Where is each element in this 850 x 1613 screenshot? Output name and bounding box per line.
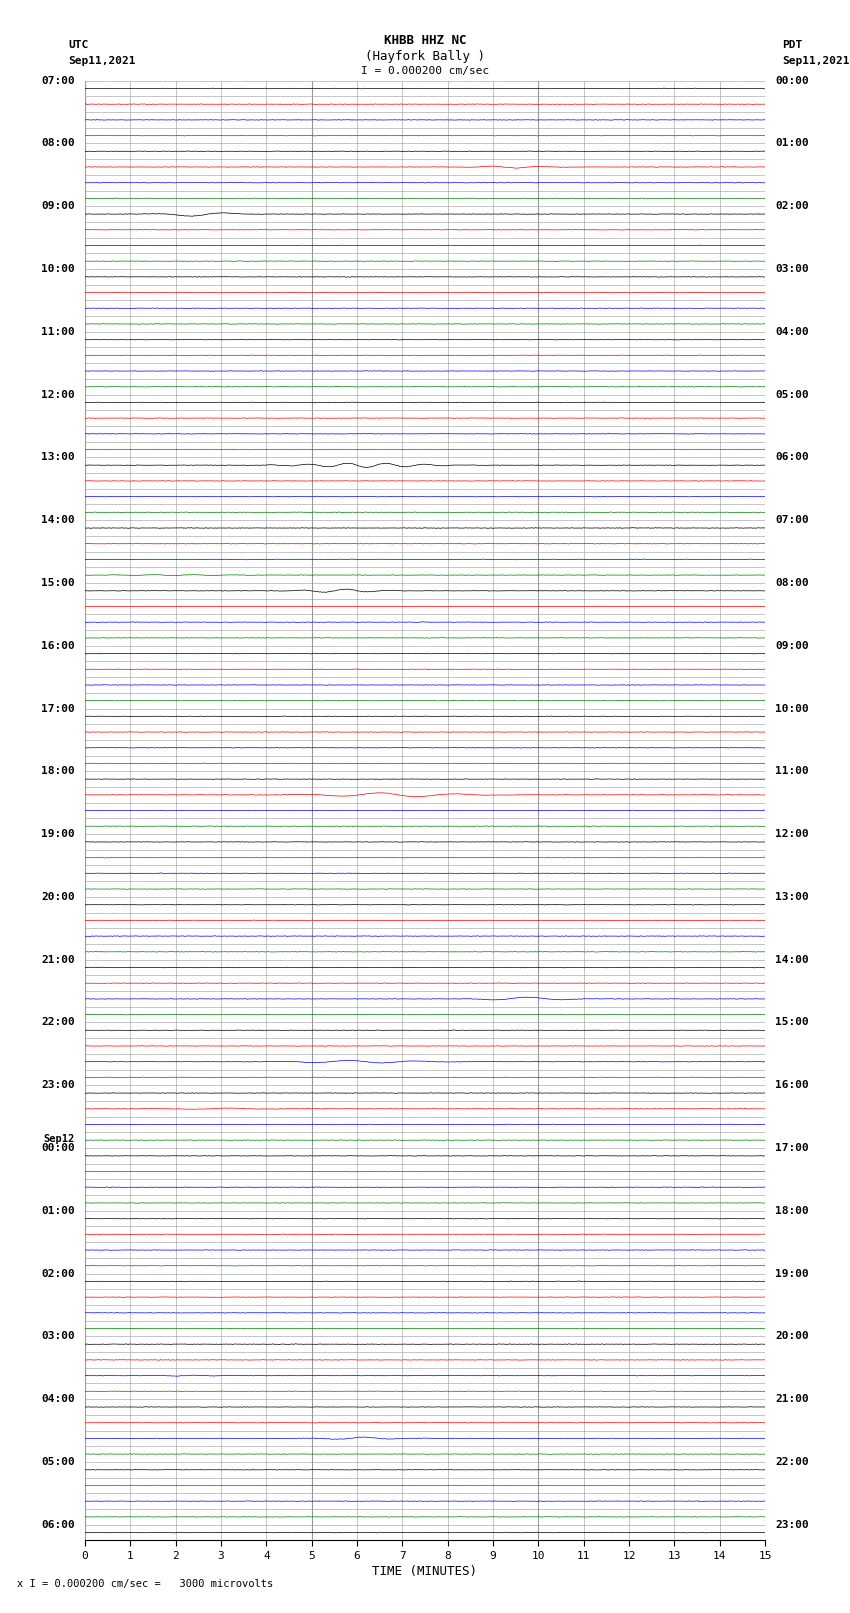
Text: 16:00: 16:00: [41, 640, 75, 650]
Text: 05:00: 05:00: [41, 1457, 75, 1466]
X-axis label: TIME (MINUTES): TIME (MINUTES): [372, 1565, 478, 1578]
Text: 14:00: 14:00: [41, 515, 75, 526]
Text: PDT: PDT: [782, 40, 802, 50]
Text: 10:00: 10:00: [775, 703, 809, 713]
Text: 22:00: 22:00: [775, 1457, 809, 1466]
Text: 00:00: 00:00: [775, 76, 809, 85]
Text: 07:00: 07:00: [775, 515, 809, 526]
Text: 13:00: 13:00: [41, 452, 75, 463]
Text: 08:00: 08:00: [41, 139, 75, 148]
Text: UTC: UTC: [68, 40, 88, 50]
Text: Sep11,2021: Sep11,2021: [782, 56, 849, 66]
Text: 12:00: 12:00: [775, 829, 809, 839]
Text: 09:00: 09:00: [41, 202, 75, 211]
Text: 15:00: 15:00: [41, 577, 75, 587]
Text: 00:00: 00:00: [41, 1144, 75, 1153]
Text: 23:00: 23:00: [41, 1081, 75, 1090]
Text: 18:00: 18:00: [41, 766, 75, 776]
Text: Sep11,2021: Sep11,2021: [68, 56, 135, 66]
Text: 17:00: 17:00: [41, 703, 75, 713]
Text: 21:00: 21:00: [41, 955, 75, 965]
Text: 12:00: 12:00: [41, 390, 75, 400]
Text: 09:00: 09:00: [775, 640, 809, 650]
Text: 16:00: 16:00: [775, 1081, 809, 1090]
Text: 01:00: 01:00: [775, 139, 809, 148]
Text: 20:00: 20:00: [775, 1331, 809, 1342]
Text: 04:00: 04:00: [775, 327, 809, 337]
Text: 21:00: 21:00: [775, 1394, 809, 1405]
Text: 08:00: 08:00: [775, 577, 809, 587]
Text: 20:00: 20:00: [41, 892, 75, 902]
Text: 15:00: 15:00: [775, 1018, 809, 1027]
Text: 19:00: 19:00: [41, 829, 75, 839]
Text: 07:00: 07:00: [41, 76, 75, 85]
Text: 10:00: 10:00: [41, 265, 75, 274]
Text: 06:00: 06:00: [775, 452, 809, 463]
Text: 03:00: 03:00: [41, 1331, 75, 1342]
Text: 04:00: 04:00: [41, 1394, 75, 1405]
Text: 11:00: 11:00: [41, 327, 75, 337]
Text: 11:00: 11:00: [775, 766, 809, 776]
Text: 05:00: 05:00: [775, 390, 809, 400]
Text: 02:00: 02:00: [775, 202, 809, 211]
Text: 23:00: 23:00: [775, 1519, 809, 1529]
Text: 22:00: 22:00: [41, 1018, 75, 1027]
Text: KHBB HHZ NC: KHBB HHZ NC: [383, 34, 467, 47]
Text: (Hayfork Bally ): (Hayfork Bally ): [365, 50, 485, 63]
Text: 13:00: 13:00: [775, 892, 809, 902]
Text: 18:00: 18:00: [775, 1207, 809, 1216]
Text: I = 0.000200 cm/sec: I = 0.000200 cm/sec: [361, 66, 489, 76]
Text: 14:00: 14:00: [775, 955, 809, 965]
Text: 03:00: 03:00: [775, 265, 809, 274]
Text: Sep12: Sep12: [43, 1134, 75, 1144]
Text: 19:00: 19:00: [775, 1268, 809, 1279]
Text: 01:00: 01:00: [41, 1207, 75, 1216]
Text: 06:00: 06:00: [41, 1519, 75, 1529]
Text: x I = 0.000200 cm/sec =   3000 microvolts: x I = 0.000200 cm/sec = 3000 microvolts: [17, 1579, 273, 1589]
Text: 17:00: 17:00: [775, 1144, 809, 1153]
Text: 02:00: 02:00: [41, 1268, 75, 1279]
